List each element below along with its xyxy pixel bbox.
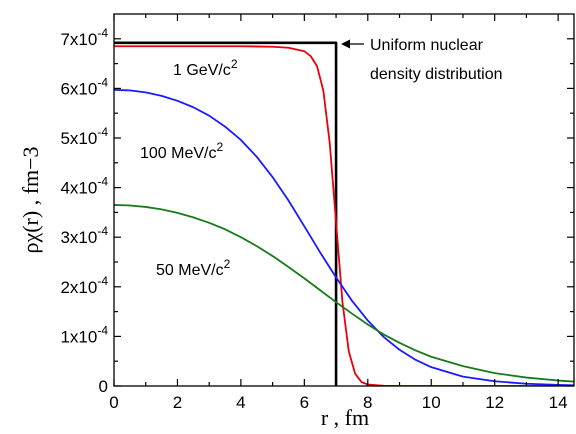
x-tick-label: 10 xyxy=(422,393,441,412)
annotation-1gev-text: 1 GeV/c xyxy=(173,62,231,79)
annotation-50mev-text: 50 MeV/c xyxy=(156,262,224,279)
x-tick-label: 4 xyxy=(236,393,245,412)
x-tick-label: 14 xyxy=(549,393,568,412)
plot-frame xyxy=(113,13,575,387)
annotation-50mev-superscript: 2 xyxy=(224,257,231,271)
annotation-100mev-superscript: 2 xyxy=(216,140,223,154)
x-axis-title: r , fm xyxy=(321,405,369,430)
series-layer xyxy=(114,41,574,386)
y-tick-label: 2x10-4 xyxy=(60,274,108,297)
series-line-0 xyxy=(114,41,338,386)
y-tick-label: 0 xyxy=(99,377,108,396)
series-line-3 xyxy=(114,204,574,383)
x-tick-label: 0 xyxy=(109,393,118,412)
annotations-layer: Uniform nuclear density distribution 1 GeV… xyxy=(140,37,503,279)
x-tick-label: 12 xyxy=(485,393,504,412)
y-tick-label: 5x10-4 xyxy=(60,125,108,148)
annotation-100mev-text: 100 MeV/c xyxy=(140,145,216,162)
y-tick-label: 1x10-4 xyxy=(60,323,108,346)
x-tick-label: 6 xyxy=(300,393,309,412)
annotation-50mev: 50 MeV/c2 xyxy=(156,257,231,279)
series-line-1 xyxy=(114,45,574,386)
y-tick-label: 6x10-4 xyxy=(60,75,108,98)
y-axis-title: ρχ(r) , fm−3 xyxy=(18,146,43,253)
annotation-1gev: 1 GeV/c2 xyxy=(173,57,238,79)
annotation-arrow-head xyxy=(341,39,350,49)
y-tick-label: 4x10-4 xyxy=(60,175,108,198)
annotation-uniform-line2: density distribution xyxy=(370,66,503,83)
annotation-100mev: 100 MeV/c2 xyxy=(140,140,223,162)
x-tick-label: 2 xyxy=(173,393,182,412)
axes-layer: 0 2 4 6 8 10 12 14 0 1x10-4 2x10-4 3x10-4 4x10-4 5x10… xyxy=(18,13,575,430)
y-tick-label: 3x10-4 xyxy=(60,224,108,247)
y-tick-label: 7x10-4 xyxy=(60,26,108,49)
annotation-uniform-line1: Uniform nuclear xyxy=(370,37,484,54)
x-tick-label: 8 xyxy=(363,393,372,412)
annotation-1gev-superscript: 2 xyxy=(231,57,238,71)
series-line-2 xyxy=(114,88,574,386)
